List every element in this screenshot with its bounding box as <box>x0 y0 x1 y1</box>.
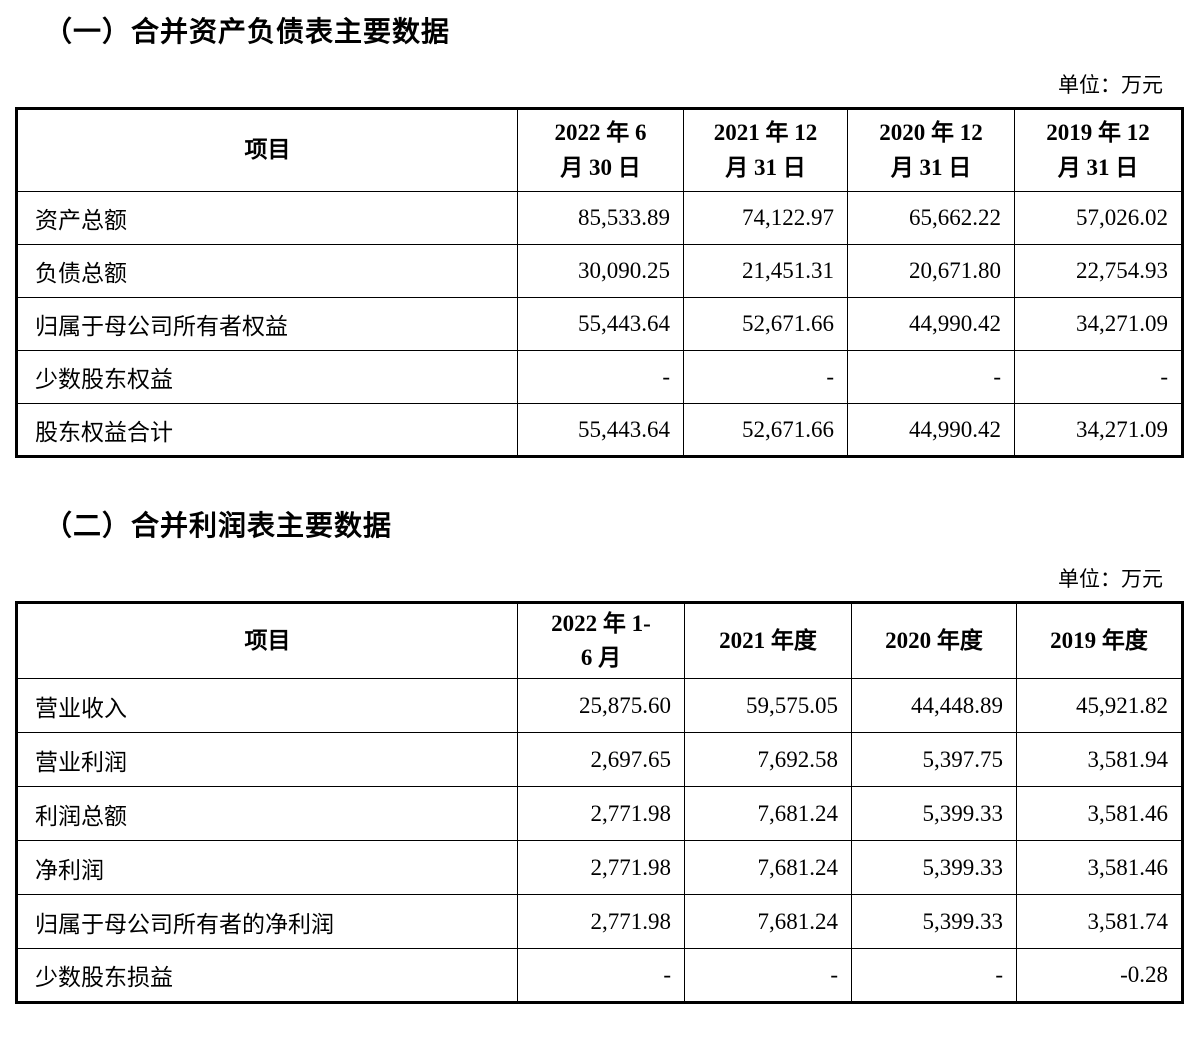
cell-value: 52,671.66 <box>683 403 848 457</box>
balance-sheet-table: 项目 2022 年 6 月 30 日 2021 年 12 月 31 日 2020… <box>15 107 1184 458</box>
cell-value: 5,399.33 <box>851 786 1017 841</box>
section1-unit-label: 单位：万元 <box>1058 73 1163 97</box>
cell-value: 30,090.25 <box>517 244 684 298</box>
cell-value: - <box>1014 350 1183 404</box>
cell-value: 22,754.93 <box>1014 244 1183 298</box>
row-label: 少数股东损益 <box>16 948 518 1003</box>
column-header-date2: 2021 年 12 月 31 日 <box>683 108 848 192</box>
column-header-item: 项目 <box>16 108 518 192</box>
row-label: 营业收入 <box>16 678 518 733</box>
table-row: 少数股东权益 - - - - <box>16 350 1183 404</box>
cell-value: 44,990.42 <box>847 297 1015 351</box>
cell-value: 85,533.89 <box>517 191 684 245</box>
table-row: 负债总额 30,090.25 21,451.31 20,671.80 22,75… <box>16 244 1183 298</box>
cell-value: -0.28 <box>1016 948 1183 1003</box>
row-label: 少数股东权益 <box>16 350 518 404</box>
row-label: 股东权益合计 <box>16 403 518 457</box>
cell-value: 7,681.24 <box>684 894 852 949</box>
cell-value: 21,451.31 <box>683 244 848 298</box>
cell-value: 57,026.02 <box>1014 191 1183 245</box>
row-label: 营业利润 <box>16 732 518 787</box>
cell-value: - <box>851 948 1017 1003</box>
column-header-date3: 2020 年 12 月 31 日 <box>847 108 1015 192</box>
row-label: 资产总额 <box>16 191 518 245</box>
cell-value: - <box>684 948 852 1003</box>
cell-value: 2,771.98 <box>517 840 685 895</box>
cell-value: 20,671.80 <box>847 244 1015 298</box>
section1-heading: （一）合并资产负债表主要数据 <box>44 15 451 48</box>
column-header-date4: 2019 年 12 月 31 日 <box>1014 108 1183 192</box>
column-header-period1: 2022 年 1- 6 月 <box>517 602 685 679</box>
table-row: 利润总额 2,771.98 7,681.24 5,399.33 3,581.46 <box>16 786 1183 841</box>
row-label: 归属于母公司所有者的净利润 <box>16 894 518 949</box>
cell-value: 74,122.97 <box>683 191 848 245</box>
cell-value: 5,397.75 <box>851 732 1017 787</box>
cell-value: 3,581.46 <box>1016 840 1183 895</box>
table-row: 归属于母公司所有者的净利润 2,771.98 7,681.24 5,399.33… <box>16 894 1183 949</box>
cell-value: 59,575.05 <box>684 678 852 733</box>
cell-value: - <box>683 350 848 404</box>
table-header-row: 项目 2022 年 6 月 30 日 2021 年 12 月 31 日 2020… <box>16 108 1183 192</box>
cell-value: 44,990.42 <box>847 403 1015 457</box>
table-header-row: 项目 2022 年 1- 6 月 2021 年度 2020 年度 2019 年度 <box>16 602 1183 679</box>
cell-value: 2,771.98 <box>517 894 685 949</box>
cell-value: 5,399.33 <box>851 894 1017 949</box>
cell-value: 2,697.65 <box>517 732 685 787</box>
cell-value: 3,581.46 <box>1016 786 1183 841</box>
table-row: 资产总额 85,533.89 74,122.97 65,662.22 57,02… <box>16 191 1183 245</box>
cell-value: - <box>847 350 1015 404</box>
cell-value: 3,581.74 <box>1016 894 1183 949</box>
cell-value: 3,581.94 <box>1016 732 1183 787</box>
row-label: 利润总额 <box>16 786 518 841</box>
column-header-date1: 2022 年 6 月 30 日 <box>517 108 684 192</box>
cell-value: 55,443.64 <box>517 297 684 351</box>
cell-value: 2,771.98 <box>517 786 685 841</box>
income-statement-table: 项目 2022 年 1- 6 月 2021 年度 2020 年度 2019 年度… <box>15 601 1184 1004</box>
table-row: 营业收入 25,875.60 59,575.05 44,448.89 45,92… <box>16 678 1183 733</box>
cell-value: 55,443.64 <box>517 403 684 457</box>
cell-value: 34,271.09 <box>1014 403 1183 457</box>
cell-value: 44,448.89 <box>851 678 1017 733</box>
row-label: 净利润 <box>16 840 518 895</box>
cell-value: 34,271.09 <box>1014 297 1183 351</box>
cell-value: - <box>517 350 684 404</box>
cell-value: 7,681.24 <box>684 786 852 841</box>
column-header-period3: 2020 年度 <box>851 602 1017 679</box>
section2-heading: （二）合并利润表主要数据 <box>44 509 393 542</box>
column-header-item: 项目 <box>16 602 518 679</box>
cell-value: 5,399.33 <box>851 840 1017 895</box>
column-header-period4: 2019 年度 <box>1016 602 1183 679</box>
cell-value: 7,692.58 <box>684 732 852 787</box>
column-header-period2: 2021 年度 <box>684 602 852 679</box>
row-label: 负债总额 <box>16 244 518 298</box>
table-row: 营业利润 2,697.65 7,692.58 5,397.75 3,581.94 <box>16 732 1183 787</box>
cell-value: 45,921.82 <box>1016 678 1183 733</box>
cell-value: 52,671.66 <box>683 297 848 351</box>
section2-unit-label: 单位：万元 <box>1058 567 1163 591</box>
table-row: 净利润 2,771.98 7,681.24 5,399.33 3,581.46 <box>16 840 1183 895</box>
cell-value: 7,681.24 <box>684 840 852 895</box>
row-label: 归属于母公司所有者权益 <box>16 297 518 351</box>
section-gap <box>0 458 1196 494</box>
table-row: 股东权益合计 55,443.64 52,671.66 44,990.42 34,… <box>16 403 1183 457</box>
cell-value: 25,875.60 <box>517 678 685 733</box>
table-row: 少数股东损益 - - - -0.28 <box>16 948 1183 1003</box>
cell-value: - <box>517 948 685 1003</box>
table-row: 归属于母公司所有者权益 55,443.64 52,671.66 44,990.4… <box>16 297 1183 351</box>
cell-value: 65,662.22 <box>847 191 1015 245</box>
